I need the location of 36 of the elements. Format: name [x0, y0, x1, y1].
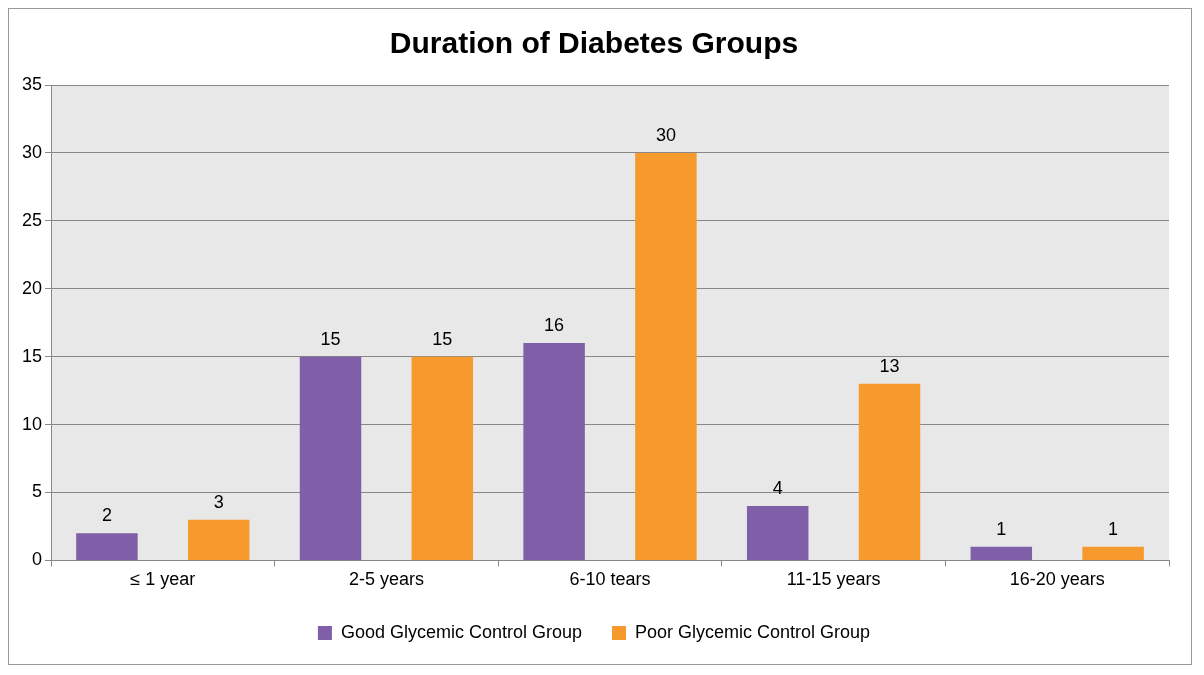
bar: [746, 506, 809, 560]
x-tick-label: 11-15 years: [786, 569, 881, 590]
legend-label: Poor Glycemic Control Group: [635, 621, 871, 642]
y-tick-label: 10: [21, 413, 43, 434]
y-tick-label: 30: [21, 141, 43, 162]
y-tick-label: 25: [21, 209, 43, 230]
x-tick-label: 16-20 years: [1009, 569, 1105, 590]
bar: [970, 546, 1033, 560]
bar: [76, 533, 138, 560]
bar: [411, 356, 474, 560]
data-label: 16: [544, 315, 565, 336]
data-label: 1: [996, 518, 1007, 539]
data-label: 30: [655, 124, 676, 145]
data-label: 1: [1108, 518, 1119, 539]
bar: [1082, 546, 1144, 560]
y-tick-label: 20: [21, 277, 43, 298]
x-tick-label: 2-5 years: [348, 569, 424, 590]
y-tick-label: 0: [32, 549, 43, 570]
data-label: 15: [432, 328, 453, 349]
data-label: 3: [213, 491, 224, 512]
chart-title: Duration of Diabetes Groups: [389, 26, 799, 60]
bar: [299, 356, 362, 560]
bar: [523, 343, 585, 560]
legend-label: Good Glycemic Control Group: [340, 621, 583, 642]
data-label: 13: [879, 355, 900, 376]
y-tick-label: 5: [32, 481, 43, 502]
y-tick-label: 35: [21, 73, 43, 94]
y-tick-label: 15: [21, 345, 43, 366]
x-tick-label: 6-10 tears: [569, 569, 651, 590]
bar: [858, 383, 921, 560]
bar: [187, 519, 250, 560]
bar: [635, 152, 697, 560]
data-label: 2: [101, 505, 112, 526]
x-tick-label: ≤ 1 year: [130, 569, 196, 590]
data-label: 4: [772, 478, 783, 499]
data-label: 15: [320, 328, 341, 349]
